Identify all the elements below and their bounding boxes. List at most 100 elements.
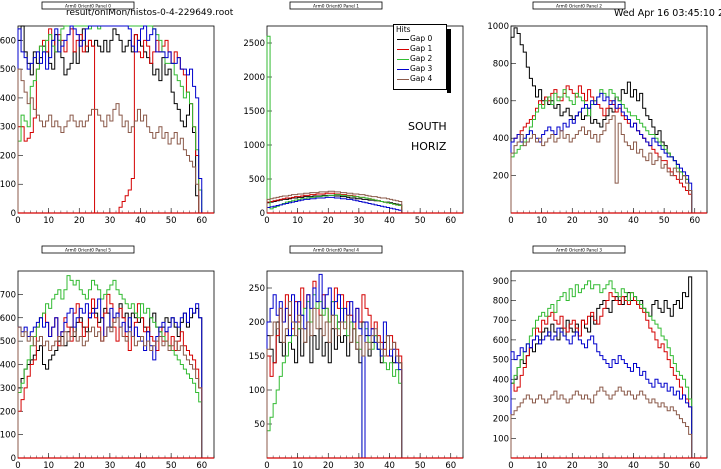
x-tick-label: 0: [264, 216, 269, 226]
x-tick-label: 50: [415, 216, 426, 226]
annotation-south: SOUTH: [408, 120, 447, 133]
x-tick-label: 40: [384, 216, 395, 226]
panel-title: Arm0 Orient0 Panel 5: [65, 248, 111, 254]
y-tick-label: 0: [260, 209, 265, 219]
series-gap-0: [266, 314, 405, 459]
x-tick-label: 20: [567, 461, 578, 469]
x-tick-label: 0: [15, 461, 20, 469]
y-tick-label: 1000: [487, 22, 509, 32]
series-gap-2: [510, 280, 695, 459]
panel-title: Arm0 Orient0 Panel 1: [313, 4, 359, 10]
x-tick-label: 50: [166, 461, 177, 469]
panel-title: Arm0 Orient0 Panel 3: [556, 248, 602, 254]
y-tick-label: 600: [493, 97, 509, 107]
x-tick-label: 20: [323, 216, 334, 226]
y-tick-label: 200: [0, 151, 16, 161]
x-tick-label: 10: [292, 216, 303, 226]
x-tick-label: 0: [508, 461, 513, 469]
y-tick-label: 300: [0, 384, 16, 394]
y-tick-label: 0: [11, 454, 16, 464]
y-tick-label: 50: [254, 420, 265, 430]
x-tick-label: 30: [597, 461, 608, 469]
y-tick-label: 500: [249, 175, 265, 185]
x-tick-label: 10: [43, 216, 54, 226]
panel-title-box: [532, 1, 626, 10]
y-tick-label: 500: [0, 337, 16, 347]
y-tick-label: 400: [0, 361, 16, 371]
y-tick-label: 400: [0, 94, 16, 104]
plot-frame: [17, 270, 215, 459]
panel-title: Arm0 Orient0 Panel 0: [65, 4, 111, 10]
y-tick-label: 700: [493, 316, 509, 326]
y-tick-label: 2500: [243, 39, 265, 49]
y-tick-label: 600: [493, 336, 509, 346]
legend-line-gap3: [397, 69, 409, 70]
x-tick-label: 30: [104, 216, 115, 226]
y-tick-label: 100: [249, 386, 265, 396]
y-tick-label: 1000: [243, 141, 265, 151]
y-tick-label: 400: [493, 134, 509, 144]
x-tick-label: 40: [384, 461, 395, 469]
series-gap-1: [266, 280, 405, 459]
series-gap-2: [510, 89, 695, 214]
y-tick-label: 700: [0, 290, 16, 300]
series-gap-3: [17, 25, 203, 213]
y-tick-label: 500: [0, 65, 16, 75]
legend-title: Hits: [396, 25, 411, 34]
x-tick-label: 40: [628, 216, 639, 226]
series-gap-2: [266, 35, 405, 214]
y-tick-label: 200: [493, 415, 509, 425]
plot-frame: [17, 25, 215, 214]
series-gap-3: [266, 273, 405, 459]
series-gap-3: [510, 327, 695, 459]
y-tick-label: 250: [249, 284, 265, 294]
panel-title-box: [41, 245, 135, 254]
x-tick-label: 10: [536, 461, 547, 469]
x-tick-label: 40: [628, 461, 639, 469]
y-tick-label: 400: [493, 375, 509, 385]
x-tick-label: 60: [196, 216, 207, 226]
y-tick-label: 600: [0, 314, 16, 324]
series-gap-4: [510, 115, 695, 214]
legend-entry-gap2: Gap 2: [410, 54, 433, 63]
y-tick-label: 200: [249, 318, 265, 328]
x-tick-label: 30: [353, 461, 364, 469]
panel-3: Arm0 Orient0 Panel 50 10 20 30 40 50 600100200…: [0, 245, 215, 469]
panel-1: Arm0 Orient0 Panel 1 0 10 20 30 40 50 60 0 500 100…: [243, 1, 464, 226]
y-tick-label: 900: [493, 277, 509, 287]
series-gap-1: [17, 293, 205, 459]
y-tick-label: 300: [493, 395, 509, 405]
series-gap-3: [510, 92, 695, 214]
panel-5: Arm0 Orient0 Panel 3 0 10 20 30 40 50 60 100 200 3…: [493, 245, 708, 469]
x-tick-label: 0: [508, 216, 513, 226]
x-tick-label: 60: [689, 461, 700, 469]
x-tick-label: 20: [74, 461, 85, 469]
y-tick-label: 1500: [243, 107, 265, 117]
x-tick-label: 50: [415, 461, 426, 469]
legend-box: Hits Gap 0 Gap 1 Gap 2 Gap 3 Gap 4: [393, 24, 451, 93]
panel-title-box: [289, 245, 383, 254]
y-tick-label: 800: [493, 297, 509, 307]
legend-shadow-right: [447, 29, 451, 93]
annotation-horiz: HORIZ: [411, 140, 447, 153]
x-tick-label: 20: [323, 461, 334, 469]
y-tick-label: 150: [249, 352, 265, 362]
panel-title: Arm0 Orient0 Panel 2: [556, 4, 602, 10]
x-tick-label: 50: [659, 461, 670, 469]
x-tick-label: 30: [353, 216, 364, 226]
x-tick-label: 10: [43, 461, 54, 469]
date-label: Wed Apr 16 03:45:10 2007: [614, 8, 721, 19]
x-tick-label: 20: [567, 216, 578, 226]
x-tick-label: 40: [135, 461, 146, 469]
x-tick-label: 20: [74, 216, 85, 226]
series-gap-4: [266, 190, 405, 214]
y-tick-label: 300: [0, 123, 16, 133]
series-gap-2: [266, 294, 405, 459]
series-gap-3: [17, 298, 205, 459]
series-gap-2: [17, 275, 205, 459]
panel-title-box: [41, 1, 135, 10]
series-gap-0: [510, 276, 695, 459]
legend-line-gap0: [397, 39, 409, 40]
